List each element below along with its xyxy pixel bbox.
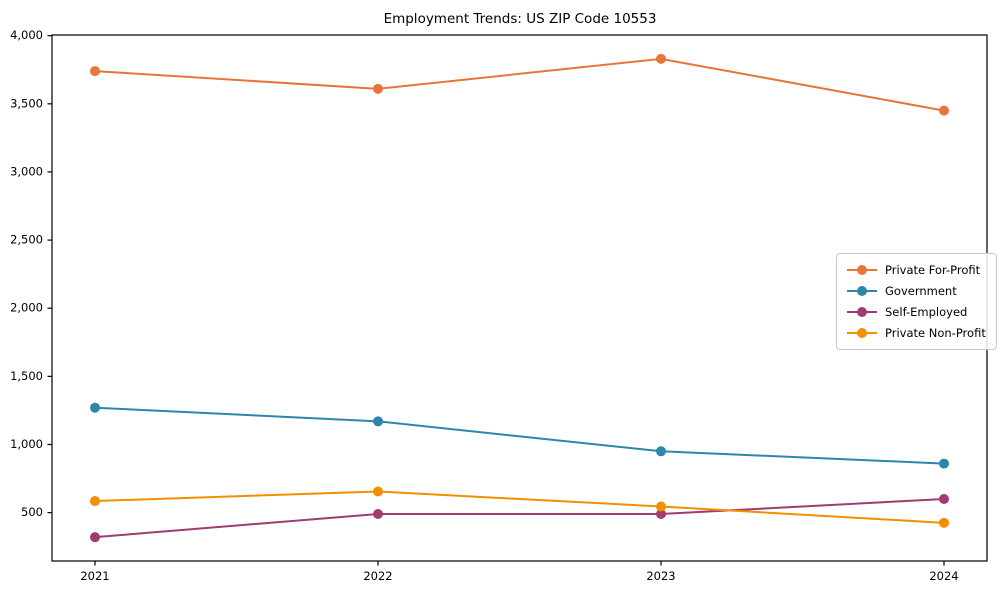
legend-label: Private Non-Profit (885, 326, 986, 340)
legend-label: Government (885, 284, 957, 298)
data-point-government-2024 (939, 458, 949, 469)
x-tick-label: 2024 (929, 569, 958, 583)
data-point-government-2023 (656, 446, 666, 457)
y-tick-label: 4,000 (10, 28, 43, 42)
data-point-self-employed-2024 (939, 493, 949, 504)
y-tick-label: 3,500 (10, 96, 43, 110)
data-point-self-employed-2022 (373, 508, 383, 519)
y-tick-label: 3,000 (10, 164, 43, 178)
legend-item-self-employed: Self-Employed (847, 305, 986, 319)
chart-title: Employment Trends: US ZIP Code 10553 (383, 11, 657, 27)
data-point-private-for-profit-2021 (90, 66, 100, 77)
legend-item-private-non-profit: Private Non-Profit (847, 326, 986, 340)
y-tick-label: 1,000 (10, 437, 43, 451)
data-point-government-2022 (373, 416, 383, 427)
legend-label: Self-Employed (885, 305, 968, 319)
legend-marker-line-dot (847, 286, 877, 296)
series-line-private-non-profit (94, 490, 945, 524)
legend-item-private-for-profit: Private For-Profit (847, 263, 986, 277)
y-tick-label: 1,500 (10, 369, 43, 383)
y-tick-label: 2,000 (10, 301, 43, 315)
series-line-private-for-profit (94, 57, 945, 112)
x-tick-label: 2023 (646, 569, 675, 583)
legend-item-government: Government (847, 284, 986, 298)
legend-marker-line-dot (847, 328, 877, 338)
data-point-private-for-profit-2023 (656, 53, 666, 64)
legend-label: Private For-Profit (885, 263, 981, 277)
data-point-private-non-profit-2023 (656, 501, 666, 512)
plot-area-spines (51, 34, 988, 562)
y-tick-label: 500 (21, 505, 43, 519)
x-tick-label: 2021 (80, 569, 109, 583)
data-point-private-for-profit-2024 (939, 105, 949, 116)
data-point-self-employed-2021 (90, 532, 100, 543)
x-tick-label: 2022 (363, 569, 392, 583)
data-point-self-employed-2023 (656, 508, 666, 519)
series-line-government (94, 406, 945, 465)
series-line-self-employed (94, 497, 945, 539)
data-point-private-non-profit-2021 (90, 496, 100, 507)
legend-marker-line-dot (847, 265, 877, 275)
legend-marker-line-dot (847, 307, 877, 317)
data-point-private-non-profit-2024 (939, 517, 949, 528)
data-point-private-non-profit-2022 (373, 486, 383, 497)
data-point-government-2021 (90, 402, 100, 413)
legend: Private For-Profit Government Self-Emplo… (836, 253, 997, 350)
data-point-private-for-profit-2022 (373, 83, 383, 94)
y-tick-label: 2,500 (10, 233, 43, 247)
